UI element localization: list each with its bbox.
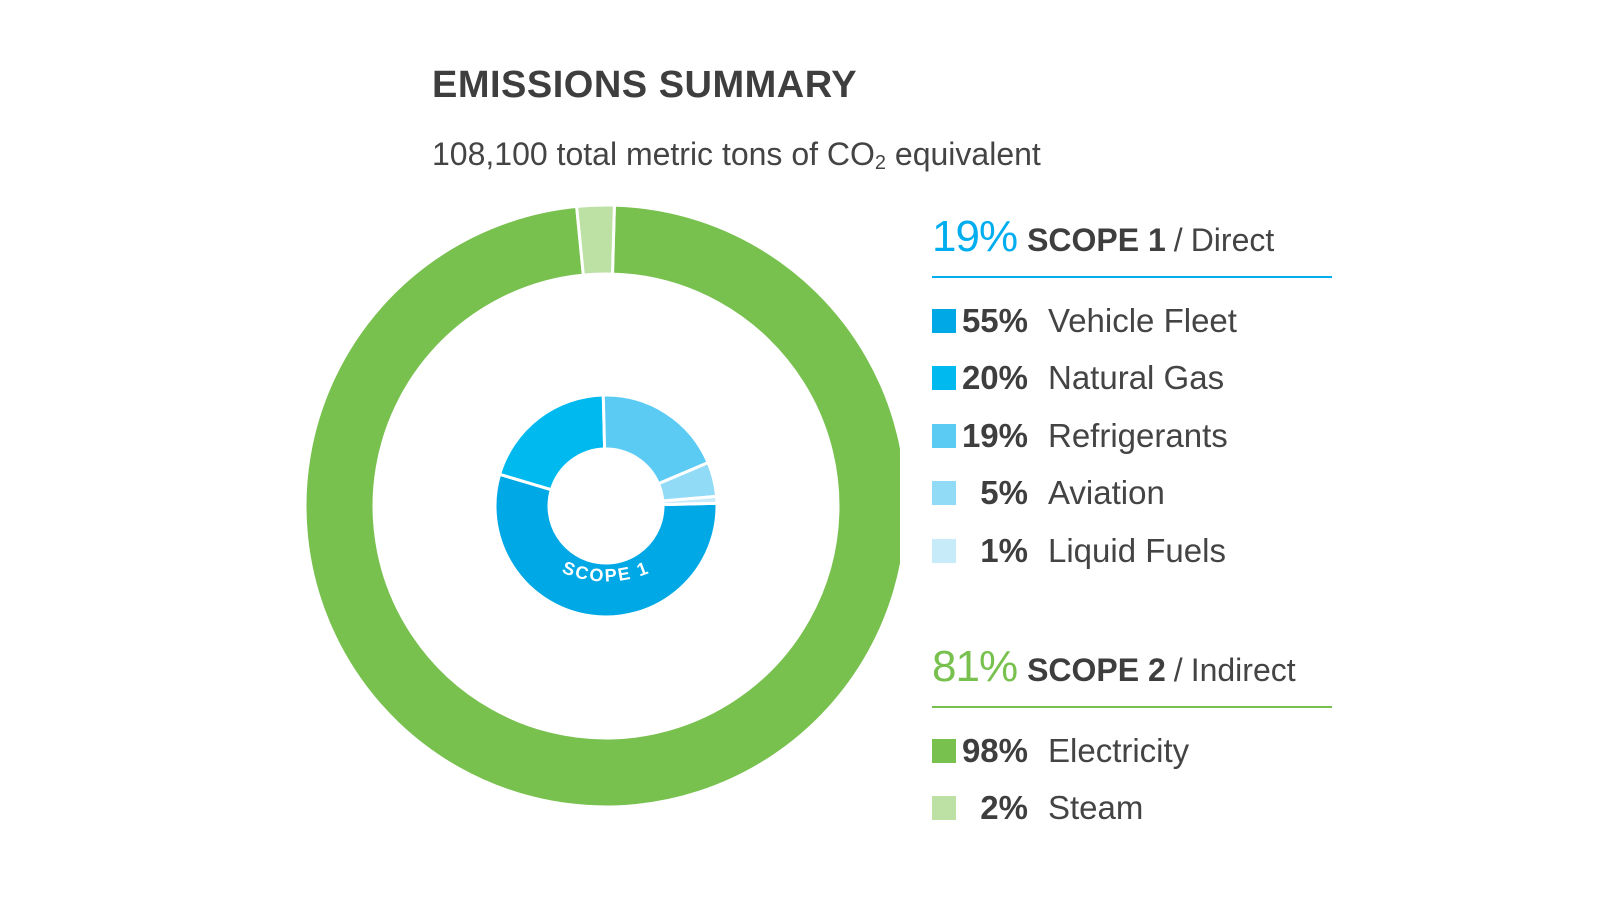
legend-pct: 2% [980,789,1028,827]
scope1-legend-header: 19% SCOPE 1 / Direct [932,212,1332,278]
swatch-vehicle-fleet [932,308,956,333]
swatch-natural-gas [932,366,956,391]
legend-label: Steam [1048,789,1144,827]
subtitle-subscript: 2 [874,152,887,174]
swatch-electricity [932,738,956,763]
donut-chart: SCOPE 2 SCOPE 1 [303,203,900,845]
slice-steam [574,203,616,277]
legend-item-refrigerants: 19% Refrigerants [932,407,1332,465]
legend-label: Aviation [1048,474,1165,512]
legend-label: Refrigerants [1048,416,1228,454]
scope2-ring-label: SCOPE 2 [555,817,657,845]
subtitle-text: 108,100 total metric tons of CO [432,136,875,172]
scope1-name: SCOPE 1 [1027,222,1166,258]
slice-electricity [303,203,900,809]
slice-refrigerants [601,393,711,486]
scope1-share: 19% [932,212,1018,261]
legend-label: Vehicle Fleet [1048,301,1237,339]
swatch-aviation [932,481,956,506]
scope1-legend-list: 55% Vehicle Fleet 20% Natural Gas 19% Re… [932,292,1332,580]
legend-item-aviation: 5% Aviation [932,465,1332,523]
scope2-share: 81% [932,642,1018,691]
legend-pct: 20% [961,359,1028,397]
subtitle-end: equivalent [886,136,1041,172]
legend-pct: 5% [980,474,1028,512]
chart-title: EMISSIONS SUMMARY [432,64,858,106]
legend-label: Electricity [1048,731,1190,769]
legend-item-steam: 2% Steam [932,780,1332,838]
legend-pct: 55% [961,301,1028,339]
legend-pct: 19% [961,416,1028,454]
legend-pct: 98% [961,731,1028,769]
scope1-legend: 19% SCOPE 1 / Direct 55% Vehicle Fleet 2… [932,212,1332,580]
legend-item-vehicle-fleet: 55% Vehicle Fleet [932,292,1332,350]
legend-label: Liquid Fuels [1048,531,1226,569]
scope1-separator: / [1173,222,1183,258]
scope2-legend-header: 81% SCOPE 2 / Indirect [932,642,1332,708]
legend-item-electricity: 98% Electricity [932,722,1332,780]
legend-item-natural-gas: 20% Natural Gas [932,350,1332,408]
scope2-legend: 81% SCOPE 2 / Indirect 98% Electricity 2… [932,642,1332,837]
scope2-ring [303,203,900,809]
slice-natural-gas [497,393,607,492]
scope1-type: Direct [1190,222,1275,258]
scope2-type: Indirect [1190,652,1296,688]
slice-liquid-fuels [661,494,719,507]
swatch-refrigerants [932,423,956,448]
legend-pct: 1% [980,531,1028,569]
scope2-separator: / [1173,652,1183,688]
legend-label: Natural Gas [1048,359,1225,397]
swatch-liquid-fuels [932,538,956,563]
chart-subtitle: 108,100 total metric tons of CO2 equival… [432,136,1041,175]
legend-item-liquid-fuels: 1% Liquid Fuels [932,522,1332,580]
scope1-ring [493,393,719,619]
slice-vehicle-fleet [493,472,719,619]
scope2-name: SCOPE 2 [1027,652,1166,688]
scope2-legend-list: 98% Electricity 2% Steam [932,722,1332,837]
swatch-steam [932,796,956,821]
